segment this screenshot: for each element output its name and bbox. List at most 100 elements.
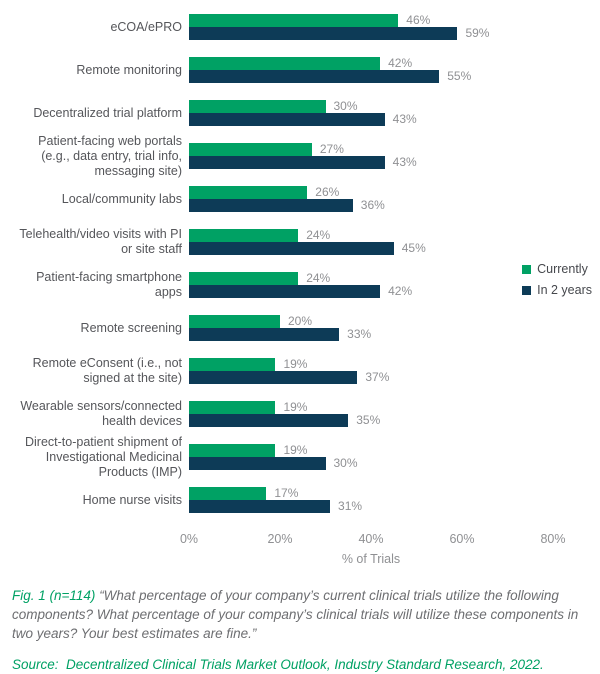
bar-line: 36% — [189, 199, 588, 212]
value-label: 43% — [392, 155, 417, 169]
bar-currently — [189, 444, 276, 457]
grouped-bar-chart: eCOA/ePRO 46% 59% Remote monitoring 42% 55% De… — [12, 14, 592, 567]
bar-group: 19% 35% — [189, 401, 588, 427]
bar-in-2-years — [189, 156, 385, 169]
category-label-text: Patient-facing smartphone apps — [36, 270, 182, 299]
bar-in-2-years — [189, 328, 340, 341]
bar-group: 27% 43% — [189, 143, 588, 169]
bar-in-2-years — [189, 70, 440, 83]
bar-in-2-years — [189, 199, 353, 212]
chart-row: Remote eConsent (i.e., not signed at the… — [12, 356, 588, 385]
x-axis: 0% 20% 40% 60% 80% — [180, 532, 588, 548]
bar-in-2-years — [189, 285, 381, 298]
value-label: 19% — [283, 400, 308, 414]
category-label-text: Remote eConsent (i.e., not signed at the… — [32, 356, 182, 385]
bar-group: 24% 42% — [189, 272, 588, 298]
figure-question-text: “What percentage of your company’s curre… — [12, 588, 579, 641]
category-label-text: Remote monitoring — [76, 62, 182, 77]
bar-line: 45% — [189, 242, 588, 255]
chart-row: Direct-to-patient shipment of Investigat… — [12, 435, 588, 479]
bar-currently — [189, 315, 280, 328]
value-label: 31% — [338, 499, 363, 513]
bar-in-2-years — [189, 242, 394, 255]
bar-line: 42% — [189, 285, 588, 298]
bar-group: 19% 37% — [189, 358, 588, 384]
figure-caption: Fig. 1 (n=114) “What percentage of your … — [12, 586, 586, 643]
value-label: 19% — [283, 357, 308, 371]
bar-currently — [189, 186, 308, 199]
bar-line: 33% — [189, 328, 588, 341]
bar-line: 35% — [189, 414, 588, 427]
bar-line: 43% — [189, 156, 588, 169]
category-label-text: Remote screening — [80, 320, 182, 335]
category-label: Local/community labs — [12, 186, 182, 212]
bar-line: 59% — [189, 27, 588, 40]
value-label: 59% — [465, 26, 490, 40]
category-label-text: eCOA/ePRO — [110, 19, 182, 34]
bar-line: 17% — [189, 487, 588, 500]
category-label-text: Patient-facing web portals (e.g., data e… — [38, 133, 182, 178]
value-label: 35% — [356, 413, 381, 427]
bar-line: 43% — [189, 113, 588, 126]
bar-currently — [189, 14, 399, 27]
chart-row: Remote monitoring 42% 55% — [12, 57, 588, 83]
chart-row: Patient-facing smartphone apps 24% 42% — [12, 270, 588, 299]
x-axis-tick: 40% — [358, 532, 384, 546]
value-label: 46% — [406, 13, 431, 27]
category-label-text: Local/community labs — [61, 191, 182, 206]
value-label: 37% — [365, 370, 390, 384]
source-line: Source: Decentralized Clinical Trials Ma… — [12, 657, 544, 672]
bar-line: 24% — [189, 229, 588, 242]
value-label: 33% — [347, 327, 372, 341]
x-axis-tick: 60% — [449, 532, 475, 546]
value-label: 30% — [333, 99, 358, 113]
chart-rows: eCOA/ePRO 46% 59% Remote monitoring 42% 55% De… — [12, 14, 588, 513]
category-label-text: Wearable sensors/connected health device… — [20, 399, 182, 428]
chart-row: Patient-facing web portals (e.g., data e… — [12, 134, 588, 178]
bar-line: 26% — [189, 186, 588, 199]
value-label: 17% — [274, 486, 299, 500]
chart-row: Home nurse visits 17% 31% — [12, 487, 588, 513]
chart-row: Telehealth/video visits with PI or site … — [12, 227, 588, 256]
bar-line: 42% — [189, 57, 588, 70]
category-label: Decentralized trial platform — [12, 100, 182, 126]
chart-row: Decentralized trial platform 30% 43% — [12, 100, 588, 126]
bar-line: 37% — [189, 371, 588, 384]
category-label: Remote screening — [12, 315, 182, 341]
bar-line: 30% — [189, 100, 588, 113]
x-axis-tick: 20% — [267, 532, 293, 546]
value-label: 43% — [392, 112, 417, 126]
value-label: 19% — [283, 443, 308, 457]
bar-line: 19% — [189, 444, 588, 457]
bar-line: 27% — [189, 143, 588, 156]
legend-label: In 2 years — [537, 283, 592, 297]
legend: Currently In 2 years — [522, 262, 592, 304]
bar-in-2-years — [189, 371, 358, 384]
bar-currently — [189, 272, 299, 285]
bar-in-2-years — [189, 113, 385, 126]
bar-line: 46% — [189, 14, 588, 27]
bar-currently — [189, 57, 381, 70]
bar-in-2-years — [189, 457, 326, 470]
chart-row: Wearable sensors/connected health device… — [12, 399, 588, 428]
bar-group: 46% 59% — [189, 14, 588, 40]
bar-group: 20% 33% — [189, 315, 588, 341]
category-label-text: Telehealth/video visits with PI or site … — [19, 227, 182, 256]
x-axis-tick: 80% — [540, 532, 566, 546]
value-label: 27% — [319, 142, 344, 156]
bar-line: 19% — [189, 401, 588, 414]
bar-line: 24% — [189, 272, 588, 285]
bar-group: 24% 45% — [189, 229, 588, 255]
x-axis-title: % of Trials — [341, 552, 401, 566]
value-label: 26% — [315, 185, 340, 199]
value-label: 30% — [333, 456, 358, 470]
bar-group: 42% 55% — [189, 57, 588, 83]
bar-currently — [189, 100, 326, 113]
category-label: Telehealth/video visits with PI or site … — [12, 227, 182, 256]
bar-group: 26% 36% — [189, 186, 588, 212]
chart-row: eCOA/ePRO 46% 59% — [12, 14, 588, 40]
category-label-text: Home nurse visits — [82, 492, 182, 507]
bar-line: 19% — [189, 358, 588, 371]
legend-item: Currently — [522, 262, 592, 276]
value-label: 42% — [388, 56, 413, 70]
